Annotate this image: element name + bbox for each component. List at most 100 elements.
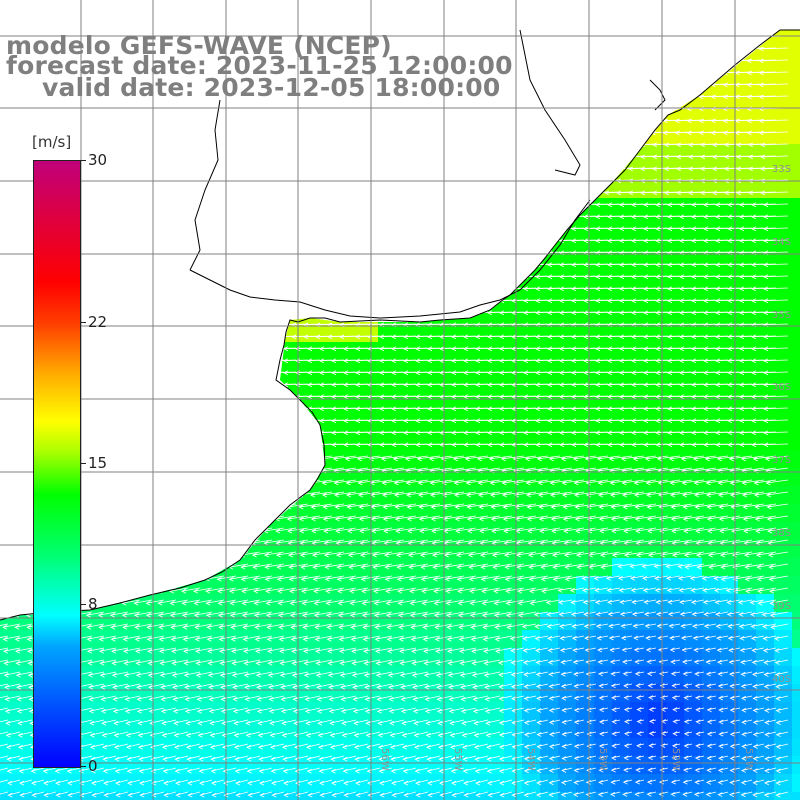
speed-cell <box>684 666 703 685</box>
wind-arrow <box>758 94 789 100</box>
speed-cell <box>774 648 793 667</box>
speed-cell <box>738 738 757 757</box>
speed-cell <box>648 468 667 487</box>
speed-cell <box>648 198 667 217</box>
speed-cell <box>684 414 703 433</box>
speed-cell <box>594 378 613 397</box>
speed-cell <box>648 270 667 289</box>
speed-cell <box>666 306 685 325</box>
speed-cell <box>504 486 523 505</box>
speed-cell <box>0 684 19 703</box>
speed-cell <box>756 162 775 181</box>
speed-cell <box>18 666 37 685</box>
speed-cell <box>486 522 505 541</box>
speed-cell <box>522 288 541 307</box>
speed-cell <box>162 738 181 757</box>
speed-cell <box>360 738 379 757</box>
speed-cell <box>702 306 721 325</box>
speed-cell <box>576 720 595 739</box>
speed-cell <box>324 666 343 685</box>
speed-cell <box>468 666 487 685</box>
speed-cell <box>792 342 800 361</box>
speed-cell <box>702 774 721 793</box>
speed-cell <box>720 270 739 289</box>
speed-cell <box>576 432 595 451</box>
speed-cell <box>540 396 559 415</box>
speed-cell <box>666 378 685 397</box>
speed-cell <box>180 684 199 703</box>
speed-cell <box>396 396 415 415</box>
speed-cell <box>720 144 739 163</box>
speed-cell <box>252 774 271 793</box>
speed-cell <box>540 738 559 757</box>
speed-cell <box>234 666 253 685</box>
speed-cell <box>756 306 775 325</box>
speed-cell <box>108 630 127 649</box>
speed-cell <box>432 594 451 613</box>
speed-cell <box>450 414 469 433</box>
speed-cell <box>378 648 397 667</box>
speed-cell <box>0 702 19 721</box>
speed-cell <box>414 360 433 379</box>
speed-cell <box>360 648 379 667</box>
speed-cell <box>774 234 793 253</box>
speed-cell <box>558 378 577 397</box>
speed-cell <box>666 360 685 379</box>
speed-cell <box>126 774 145 793</box>
speed-cell <box>594 630 613 649</box>
speed-cell <box>684 396 703 415</box>
speed-cell <box>216 594 235 613</box>
speed-cell <box>756 198 775 217</box>
speed-cell <box>432 396 451 415</box>
speed-cell <box>648 558 667 577</box>
speed-cell <box>756 792 775 800</box>
speed-cell <box>252 684 271 703</box>
speed-cell <box>684 738 703 757</box>
speed-cell <box>756 108 775 127</box>
speed-cell <box>666 558 685 577</box>
speed-cell <box>432 522 451 541</box>
speed-cell <box>576 558 595 577</box>
speed-cell <box>252 666 271 685</box>
speed-cell <box>540 306 559 325</box>
speed-cell <box>630 432 649 451</box>
wind-arrow <box>762 334 789 340</box>
speed-cell <box>612 342 631 361</box>
speed-cell <box>702 144 721 163</box>
speed-cell <box>180 630 199 649</box>
speed-cell <box>324 486 343 505</box>
speed-cell <box>504 558 523 577</box>
speed-cell <box>306 324 325 343</box>
speed-cell <box>522 342 541 361</box>
speed-cell <box>126 666 145 685</box>
speed-cell <box>630 522 649 541</box>
speed-cell <box>792 720 800 739</box>
speed-cell <box>90 738 109 757</box>
speed-cell <box>702 360 721 379</box>
speed-cell <box>720 468 739 487</box>
speed-cell <box>612 324 631 343</box>
speed-cell <box>396 666 415 685</box>
speed-cell <box>792 738 800 757</box>
speed-cell <box>756 234 775 253</box>
speed-cell <box>756 252 775 271</box>
speed-cell <box>720 774 739 793</box>
speed-cell <box>396 558 415 577</box>
speed-cell <box>792 648 800 667</box>
speed-cell <box>252 738 271 757</box>
speed-cell <box>576 630 595 649</box>
speed-cell <box>774 180 793 199</box>
speed-cell <box>594 792 613 800</box>
speed-cell <box>576 774 595 793</box>
speed-cell <box>648 792 667 800</box>
speed-cell <box>738 234 757 253</box>
speed-cell <box>792 576 800 595</box>
speed-cell <box>558 252 577 271</box>
speed-cell <box>378 378 397 397</box>
speed-cell <box>648 324 667 343</box>
speed-cell <box>504 630 523 649</box>
speed-cell <box>792 324 800 343</box>
speed-cell <box>720 198 739 217</box>
speed-cell <box>540 324 559 343</box>
speed-cell <box>756 684 775 703</box>
